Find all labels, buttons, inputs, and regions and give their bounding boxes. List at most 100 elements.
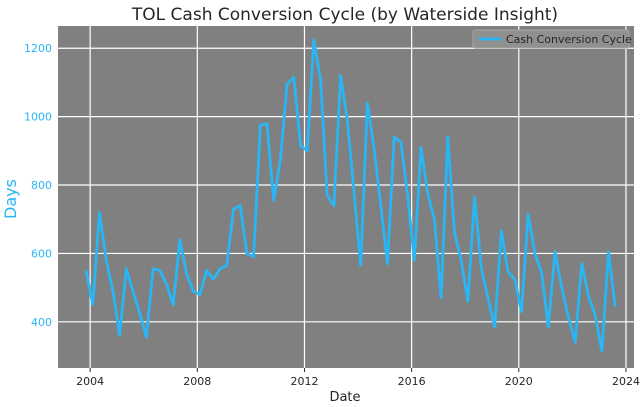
data-point bbox=[480, 268, 482, 270]
data-point bbox=[467, 300, 469, 302]
data-point bbox=[206, 269, 208, 272]
data-point bbox=[440, 297, 442, 299]
data-point bbox=[554, 251, 556, 253]
y-tick-label: 400 bbox=[31, 316, 52, 329]
data-point bbox=[105, 259, 107, 261]
data-point bbox=[527, 213, 529, 215]
data-point bbox=[534, 252, 536, 254]
y-axis-label: Days bbox=[1, 179, 20, 219]
y-tick-label: 800 bbox=[31, 179, 52, 192]
data-point bbox=[386, 263, 389, 265]
legend-label: Cash Conversion Cycle bbox=[506, 33, 632, 46]
data-point bbox=[587, 295, 590, 297]
data-point bbox=[474, 196, 476, 198]
data-point bbox=[139, 312, 141, 314]
data-point bbox=[299, 145, 302, 147]
data-point bbox=[567, 316, 570, 318]
data-point bbox=[427, 193, 429, 195]
data-point bbox=[159, 269, 161, 272]
data-point bbox=[547, 326, 549, 328]
data-point bbox=[373, 148, 375, 150]
data-point bbox=[407, 194, 409, 196]
data-point bbox=[333, 205, 335, 207]
data-point bbox=[494, 326, 496, 328]
data-point bbox=[319, 78, 322, 80]
data-point bbox=[92, 304, 94, 306]
data-point bbox=[380, 205, 382, 207]
data-point bbox=[145, 336, 147, 338]
data-point bbox=[400, 141, 402, 143]
data-point bbox=[574, 341, 576, 343]
data-point bbox=[192, 290, 194, 292]
data-point bbox=[313, 39, 315, 41]
data-point bbox=[85, 269, 87, 272]
x-axis-label: Date bbox=[329, 390, 360, 405]
data-point bbox=[279, 158, 281, 160]
data-point bbox=[152, 268, 154, 270]
data-point bbox=[286, 83, 288, 85]
data-point bbox=[172, 304, 174, 306]
data-point bbox=[273, 199, 275, 201]
y-tick-label: 1000 bbox=[24, 111, 52, 124]
data-point bbox=[353, 191, 355, 193]
data-point bbox=[460, 259, 462, 261]
data-point bbox=[212, 278, 214, 280]
data-point bbox=[360, 264, 362, 266]
data-point bbox=[507, 271, 509, 273]
data-point bbox=[132, 290, 134, 292]
data-point bbox=[253, 256, 255, 258]
data-point bbox=[259, 124, 261, 126]
data-point bbox=[520, 311, 523, 313]
data-point bbox=[413, 259, 415, 261]
data-point bbox=[393, 136, 395, 138]
data-point bbox=[186, 273, 188, 275]
data-point bbox=[346, 119, 348, 121]
x-gridlines bbox=[89, 26, 627, 368]
data-point bbox=[420, 146, 422, 148]
data-point bbox=[433, 218, 435, 220]
x-tick-label: 2024 bbox=[612, 375, 640, 388]
series-line-cash-conversion-cycle bbox=[84, 38, 617, 353]
data-point bbox=[514, 278, 516, 280]
legend-box bbox=[472, 29, 630, 49]
data-point bbox=[98, 211, 101, 213]
data-point bbox=[293, 76, 295, 78]
x-tick-label: 2004 bbox=[76, 375, 104, 388]
x-tick-label: 2020 bbox=[505, 375, 533, 388]
data-point bbox=[447, 136, 449, 138]
data-point bbox=[219, 268, 221, 270]
data-points bbox=[85, 39, 616, 352]
y-tick-label: 1200 bbox=[24, 42, 52, 55]
data-point bbox=[487, 297, 489, 299]
data-point bbox=[500, 230, 502, 232]
data-point bbox=[340, 75, 342, 77]
data-point bbox=[561, 287, 563, 289]
data-point bbox=[125, 268, 127, 270]
data-point bbox=[581, 263, 583, 265]
data-point bbox=[112, 290, 114, 292]
y-tick-label: 600 bbox=[31, 247, 52, 260]
data-point bbox=[119, 334, 121, 337]
y-tick-labels: 400 600 800 1000 1200 bbox=[24, 42, 52, 329]
plot-area bbox=[58, 26, 634, 368]
legend: Cash Conversion Cycle bbox=[472, 29, 632, 49]
x-tick-label: 2016 bbox=[398, 375, 426, 388]
data-point bbox=[326, 194, 328, 196]
data-point bbox=[306, 150, 308, 152]
data-point bbox=[232, 208, 235, 210]
data-point bbox=[541, 271, 543, 273]
data-point bbox=[607, 251, 610, 253]
data-point bbox=[165, 283, 168, 285]
data-point bbox=[266, 122, 268, 125]
data-point bbox=[226, 264, 228, 266]
data-point bbox=[594, 314, 596, 316]
data-point bbox=[246, 252, 248, 254]
data-point bbox=[199, 293, 201, 296]
data-point bbox=[239, 205, 241, 207]
x-tick-label: 2008 bbox=[183, 375, 211, 388]
data-point bbox=[601, 350, 603, 352]
data-point bbox=[614, 305, 616, 307]
x-tick-label: 2012 bbox=[290, 375, 318, 388]
data-point bbox=[179, 239, 181, 241]
